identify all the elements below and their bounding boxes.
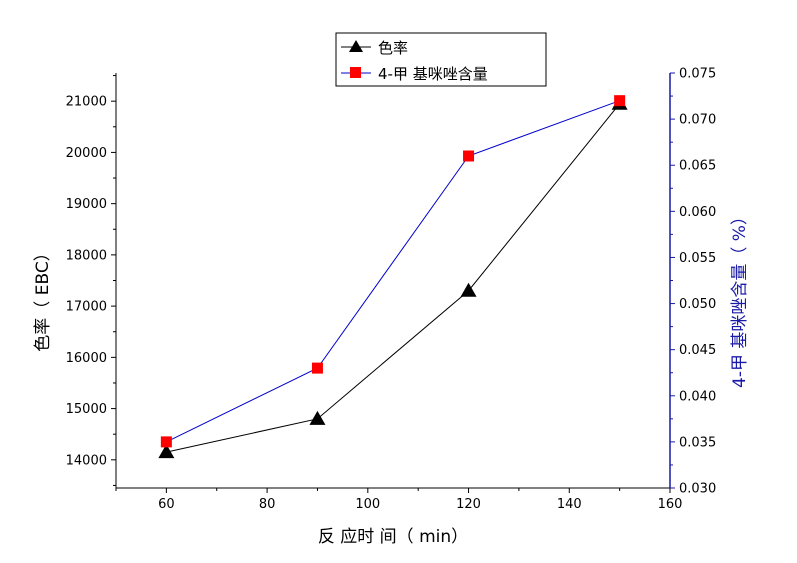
y-right-tick-label: 0.040 bbox=[679, 389, 716, 404]
y-right-tick-label: 0.075 bbox=[679, 67, 716, 82]
y-right-tick-label: 0.065 bbox=[679, 159, 716, 174]
y-left-tick-label: 18000 bbox=[66, 248, 107, 263]
y-right-tick-label: 0.030 bbox=[679, 482, 716, 497]
series-line-0 bbox=[166, 103, 621, 453]
y-right-tick-label: 0.050 bbox=[679, 297, 716, 312]
x-tick-label: 120 bbox=[456, 497, 481, 512]
legend-label-4mei: 4-甲 基咪唑含量 bbox=[378, 65, 488, 83]
x-tick-label: 100 bbox=[355, 497, 380, 512]
data-point-triangle bbox=[158, 444, 175, 459]
data-point-triangle bbox=[460, 282, 477, 297]
y-left-tick-label: 20000 bbox=[66, 146, 107, 161]
y-left-tick-label: 21000 bbox=[66, 95, 107, 110]
y-left-axis-title: 色率（ EBC） bbox=[33, 244, 53, 351]
legend-label-color-rate: 色率 bbox=[378, 39, 408, 57]
legend-marker-triangle bbox=[349, 40, 363, 52]
y-right-tick-label: 0.070 bbox=[679, 113, 716, 128]
y-left-tick-label: 17000 bbox=[66, 300, 107, 315]
legend-marker-square bbox=[350, 67, 361, 78]
y-left-tick-label: 14000 bbox=[66, 453, 107, 468]
legend-box bbox=[335, 32, 547, 87]
data-point-square bbox=[463, 150, 475, 162]
y-right-tick-label: 0.060 bbox=[679, 205, 716, 220]
x-tick-label: 60 bbox=[158, 497, 175, 512]
series-layer bbox=[158, 95, 628, 459]
x-tick-label: 160 bbox=[658, 497, 683, 512]
y-right-tick-label: 0.055 bbox=[679, 251, 716, 266]
y-right-axis-title: 4-甲 基咪唑含量（ %） bbox=[730, 208, 750, 388]
x-tick-label: 140 bbox=[557, 497, 582, 512]
y-right-tick-label: 0.035 bbox=[679, 435, 716, 450]
data-point-square bbox=[311, 362, 323, 374]
data-point-triangle bbox=[309, 410, 326, 425]
y-left-tick-label: 19000 bbox=[66, 197, 107, 212]
x-axis-title: 反 应时 间（ min） bbox=[318, 527, 468, 547]
x-tick-label: 80 bbox=[259, 497, 276, 512]
y-left-tick-label: 16000 bbox=[66, 351, 107, 366]
axes-layer: 60 80 100 120 140 160 14000 15000 16000 17000 1800… bbox=[66, 67, 717, 513]
y-left-tick-label: 15000 bbox=[66, 402, 107, 417]
legend: 色率 4-甲 基咪唑含量 bbox=[335, 32, 547, 87]
data-point-square bbox=[160, 436, 172, 448]
data-point-square bbox=[614, 95, 626, 107]
y-right-tick-label: 0.045 bbox=[679, 343, 716, 358]
series-line-1 bbox=[166, 100, 620, 443]
